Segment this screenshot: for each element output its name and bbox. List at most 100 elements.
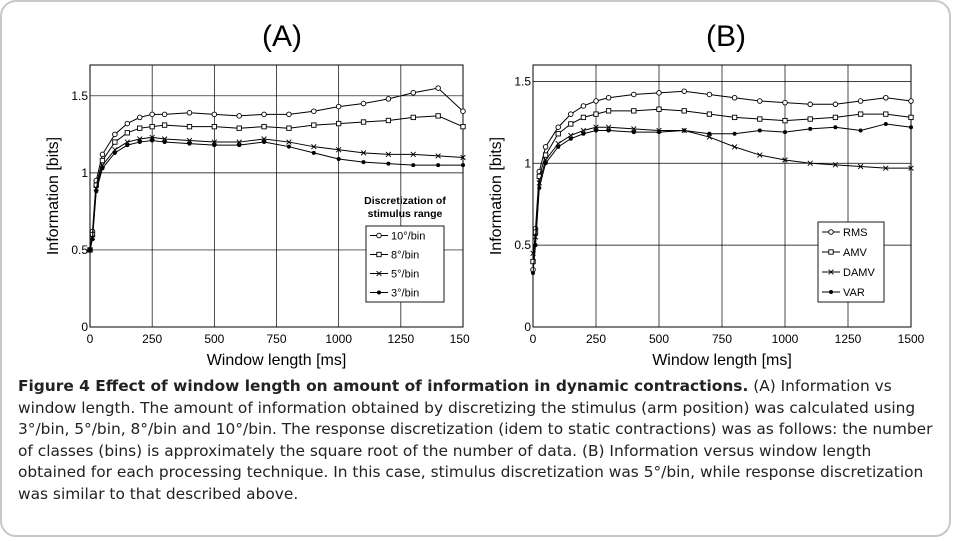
chart-b-series-2-point	[832, 162, 839, 168]
chart-a-xtick-label: 250	[142, 332, 162, 346]
chart-b-series-0-point	[731, 94, 738, 101]
chart-b-series-1-point	[656, 106, 662, 112]
chart-b-series-1-point	[568, 121, 574, 127]
chart-a-series-3-point	[411, 163, 416, 168]
chart-a-legend-entry: 10°/bin	[391, 231, 425, 243]
chart-b-series-3-point	[858, 128, 863, 133]
chart-b-series-1-point	[908, 114, 914, 121]
chart-b-series-3-point	[682, 128, 687, 133]
chart-b-series-0-point	[807, 101, 813, 108]
chart-b-legend-entry: AMV	[843, 247, 868, 259]
chart-b-series-3-point	[909, 125, 913, 130]
chart-a-legend-entry: 5°/bin	[391, 269, 419, 281]
chart-a-series-0-point	[236, 113, 242, 119]
chart-a-legend-marker	[376, 270, 382, 277]
chart-a-series-1-point	[311, 122, 317, 128]
chart-b-series-0-point	[555, 124, 561, 130]
chart-a-series-3-point	[286, 144, 291, 149]
panel-b-label: (B)	[706, 20, 746, 53]
chart-a-series-3-point	[137, 140, 142, 145]
chart-a-series-3-point	[187, 141, 192, 146]
chart-b-series-3-point	[707, 131, 712, 136]
chart-b-series-1-point	[807, 116, 813, 122]
chart-b-series-2-point	[593, 124, 599, 130]
chart-b-y-axis-label: Information [bits]	[488, 137, 505, 255]
chart-a-ytick-label: 1.5	[71, 89, 88, 103]
chart-b-series-1-point	[530, 258, 536, 265]
chart-b-series-1-point	[706, 111, 713, 117]
chart-a-series-2-point	[385, 151, 392, 158]
chart-b-series-3-point	[533, 243, 538, 248]
chart-a-series-0-point	[311, 108, 317, 114]
chart-a-series-3-point	[336, 157, 341, 162]
chart-a-xtick-label: 500	[204, 332, 224, 346]
chart-b-series-0-point	[580, 103, 587, 109]
chart-a-series-0-point	[385, 96, 392, 102]
chart-b-series-3-point	[883, 121, 888, 126]
chart-a-series-3-point	[461, 163, 465, 168]
chart-a-ytick-label: 0.5	[71, 243, 88, 257]
chart-b-series-2-point	[782, 157, 788, 163]
chart-a-series-0-point	[286, 111, 292, 118]
chart-a-series-3-point	[100, 166, 105, 171]
chart-b-legend-marker	[828, 249, 834, 255]
chart-b-xtick-label: 1250	[835, 332, 862, 346]
chart-a-series-1-point	[149, 123, 155, 130]
chart-a-series-3-point	[386, 161, 391, 166]
chart-b-series-3	[531, 121, 913, 275]
chart-b-series-2-point	[857, 163, 864, 170]
chart-b-series-1-point	[542, 152, 549, 158]
chart-a-series-3	[88, 138, 465, 252]
chart-a-legend-entry: 8°/bin	[391, 250, 419, 262]
chart-a-series-3-point	[311, 150, 316, 155]
chart-a-xtick-label: 1250	[387, 332, 414, 346]
chart-b-series-0-point	[857, 98, 864, 104]
chart-b-series-1-point	[681, 108, 687, 114]
chart-a-series-0-point	[161, 111, 168, 118]
chart-b-series-3-point	[543, 161, 548, 166]
chart-b-series-0-point	[832, 101, 839, 108]
chart-b-series-3-point	[594, 128, 598, 133]
chart-b-ytick-label: 1	[524, 156, 531, 170]
chart-b-series-1-point	[731, 114, 738, 121]
chart-a-series-0-point	[136, 114, 143, 121]
chart-a-xtick-label: 1500	[450, 332, 470, 346]
chart-b-series-0	[530, 88, 914, 273]
chart-a-series-1-point	[385, 117, 392, 124]
caption-title: Figure 4 Effect of window length on amou…	[18, 377, 749, 395]
chart-a-series-1-point	[137, 125, 143, 131]
chart-a-series-1-point	[360, 119, 367, 125]
chart-b-xtick-label: 0	[530, 332, 537, 346]
chart-a-series-0-point	[410, 89, 417, 96]
chart-b-xtick-label: 750	[712, 332, 732, 346]
chart-b-series-2-point	[605, 124, 612, 130]
chart-a-series-1-point	[161, 122, 168, 128]
chart-b-xtick-label: 1500	[898, 332, 925, 346]
chart-a-series-1-point	[236, 125, 242, 131]
chart-b-series-2-point	[631, 126, 637, 132]
chart-a-series-1-point	[286, 125, 292, 131]
chart-a-series-0-point	[186, 110, 193, 116]
chart-a-series-3-point	[237, 143, 242, 148]
chart-a-series-2-point	[460, 154, 466, 161]
chart-b-series-2-point	[568, 132, 574, 139]
chart-b-series-3-point	[732, 131, 737, 136]
chart-b-series-2-point	[532, 234, 539, 240]
chart-b-series-1-point	[832, 114, 839, 121]
chart-b-series-1-point	[857, 111, 864, 117]
chart-a-ytick-label: 0	[81, 320, 88, 334]
chart-a-series-2-point	[435, 153, 441, 159]
chart-a-x-axis-label: Window length [ms]	[207, 352, 347, 369]
chart-b-legend-entry: RMS	[843, 227, 867, 239]
chart-a-series-2-point	[149, 134, 155, 141]
chart-a-series-2-point	[161, 136, 168, 142]
chart-b-xtick-label: 500	[649, 332, 669, 346]
chart-a-series-1	[87, 113, 466, 253]
chart-a-legend-marker	[376, 232, 382, 239]
chart-b-series-0-point	[908, 98, 914, 104]
chart-b-series-3-point	[783, 130, 787, 135]
chart-b: 0 250 500 750 1000 1250 1500 0 0.5 1 1.5 Window len…	[488, 64, 925, 369]
chart-a-series-1-point	[112, 139, 118, 145]
chart-a-xtick-label: 1000	[325, 332, 352, 346]
